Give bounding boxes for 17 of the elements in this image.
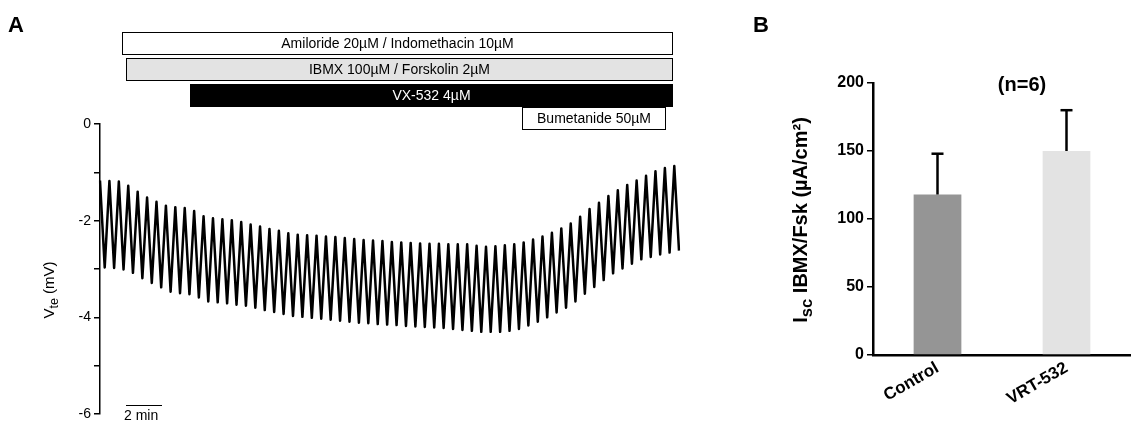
y-tick-label: 50 [846, 277, 865, 295]
y-tick-label: 150 [837, 141, 865, 159]
y-tick-label: 200 [837, 73, 865, 91]
text: IBMX 100µM / Forskolin 2µM [126, 58, 673, 81]
chart-title: A [8, 12, 24, 38]
y-tick-label: 0 [855, 345, 865, 363]
y-tick-label: -4 [78, 308, 92, 325]
y-tick-label: 0 [83, 114, 92, 131]
annotation: Bumetanide 50µM [522, 107, 666, 130]
y-tick-label: -6 [78, 404, 92, 421]
y-tick-label: -2 [78, 211, 92, 228]
y-tick-label: 100 [837, 209, 865, 227]
annotation: (n=6) [997, 72, 1047, 95]
text: Amiloride 20µM / Indomethacin 10µM [122, 32, 673, 55]
chart-title: B [753, 12, 769, 38]
text: VX-532 4µM [190, 84, 673, 107]
annotation: 2 min [124, 406, 159, 425]
